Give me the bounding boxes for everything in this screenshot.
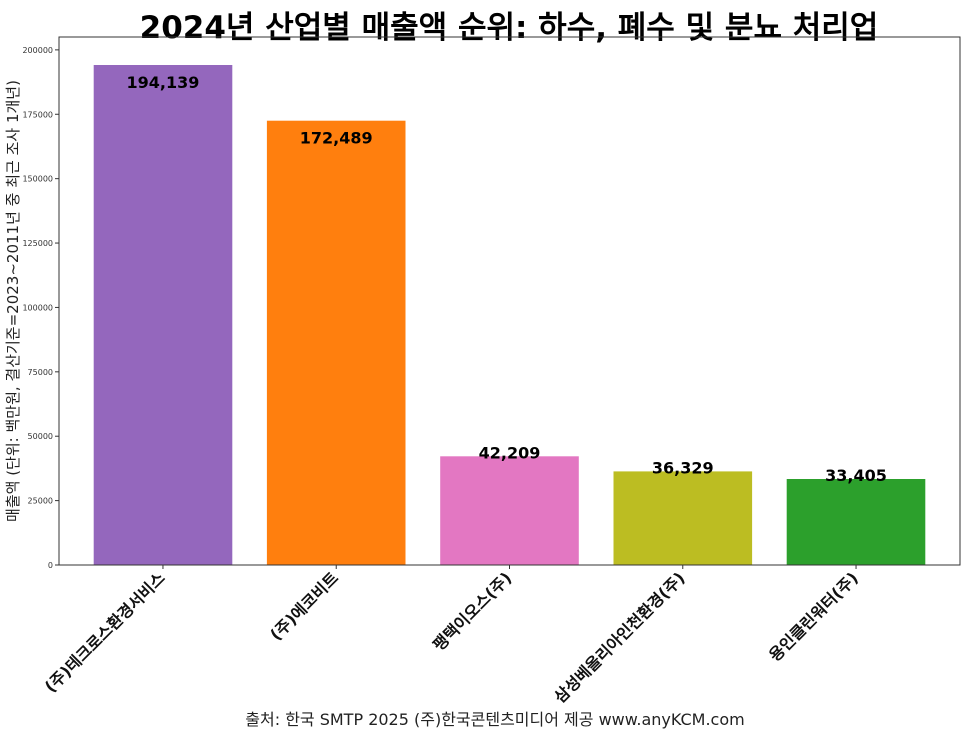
y-tick-label: 25000: [28, 497, 53, 506]
y-axis-label: 매출액 (단위: 백만원, 결산기준=2023~2011년 중 최근 조사 1개…: [4, 80, 22, 522]
source-note: 출처: 한국 SMTP 2025 (주)한국콘텐츠미디어 제공 www.anyK…: [245, 710, 745, 729]
bar: [266, 120, 406, 565]
bars-layer: [93, 65, 926, 565]
y-tick-label: 175000: [22, 110, 53, 119]
bar: [786, 479, 926, 565]
y-tick-label: 50000: [28, 432, 53, 441]
x-tick-label: 용인클린워터(주): [765, 568, 862, 665]
data-label: 172,489: [300, 129, 373, 148]
x-tick-label: 팽택이오스(주): [429, 568, 515, 654]
y-tick-label: 200000: [22, 46, 53, 55]
chart-title: 2024년 산업별 매출액 순위: 하수, 폐수 및 분뇨 처리업: [139, 10, 879, 46]
y-tick-label: 100000: [22, 303, 53, 312]
bar: [613, 471, 753, 565]
bar: [93, 65, 233, 565]
x-axis: (주)테크로스환경서비스 (주)에코비트 팽택이오스(주) 삼성베올리아인천환경(주)…: [41, 565, 862, 707]
data-label: 194,139: [127, 73, 200, 92]
value-labels: 194,139 172,489 42,209 36,329 33,405: [127, 73, 887, 485]
y-tick-label: 0: [48, 561, 53, 570]
x-tick-label: (주)에코비트: [266, 568, 342, 644]
x-tick-label: (주)테크로스환경서비스: [41, 568, 169, 696]
data-label: 33,405: [825, 466, 887, 485]
data-label: 36,329: [652, 458, 714, 477]
y-tick-label: 150000: [22, 175, 53, 184]
x-tick-label: 삼성베올리아인천환경(주): [550, 568, 688, 706]
data-label: 42,209: [479, 443, 541, 462]
y-tick-label: 75000: [28, 368, 53, 377]
y-axis: 0 25000 50000 75000 100000 125000 150000 175000…: [22, 46, 59, 570]
bar: [440, 456, 579, 565]
y-tick-label: 125000: [22, 239, 53, 248]
